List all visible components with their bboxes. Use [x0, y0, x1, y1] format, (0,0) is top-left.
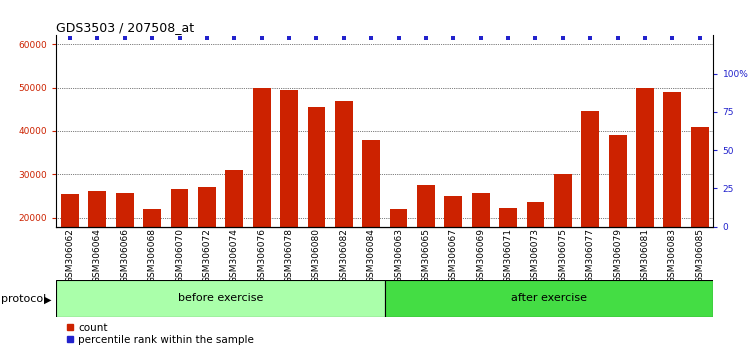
Point — [283, 35, 295, 41]
Point — [666, 35, 678, 41]
Text: after exercise: after exercise — [511, 293, 587, 303]
Bar — [609, 135, 626, 305]
Point — [694, 35, 706, 41]
Point — [146, 35, 158, 41]
Bar — [636, 87, 654, 305]
Text: ▶: ▶ — [44, 295, 52, 304]
Point — [255, 35, 267, 41]
Point — [475, 35, 487, 41]
Point — [448, 35, 460, 41]
Bar — [445, 196, 462, 305]
Text: protocol: protocol — [1, 294, 46, 304]
Point — [228, 35, 240, 41]
Point — [584, 35, 596, 41]
Legend: count, percentile rank within the sample: count, percentile rank within the sample — [62, 318, 258, 349]
Point — [639, 35, 651, 41]
Point — [393, 35, 405, 41]
Point — [611, 35, 623, 41]
Bar — [89, 191, 107, 305]
Bar — [499, 208, 517, 305]
Bar — [472, 193, 490, 305]
Bar — [116, 193, 134, 305]
Bar — [170, 189, 189, 305]
Bar — [143, 209, 161, 305]
Bar — [417, 185, 435, 305]
Point — [529, 35, 541, 41]
Point — [119, 35, 131, 41]
Text: before exercise: before exercise — [178, 293, 264, 303]
Bar — [308, 107, 325, 305]
Bar — [581, 112, 599, 305]
Point — [201, 35, 213, 41]
Point — [64, 35, 76, 41]
Bar — [253, 87, 270, 305]
Bar — [554, 175, 572, 305]
Point — [310, 35, 322, 41]
Point — [338, 35, 350, 41]
Bar — [225, 170, 243, 305]
Bar — [280, 90, 298, 305]
Text: GDS3503 / 207508_at: GDS3503 / 207508_at — [56, 21, 194, 34]
Bar — [691, 127, 709, 305]
Point — [502, 35, 514, 41]
Point — [365, 35, 377, 41]
Bar — [362, 140, 380, 305]
Bar — [61, 194, 79, 305]
Bar — [526, 202, 544, 305]
Bar — [56, 280, 385, 317]
Bar — [335, 101, 353, 305]
Bar — [390, 209, 408, 305]
Bar — [385, 280, 713, 317]
Point — [420, 35, 432, 41]
Bar — [663, 92, 681, 305]
Point — [92, 35, 104, 41]
Point — [173, 35, 185, 41]
Bar — [198, 187, 216, 305]
Point — [556, 35, 569, 41]
